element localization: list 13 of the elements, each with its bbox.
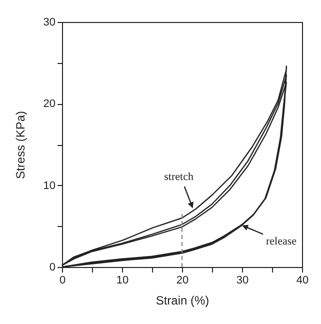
y-axis-title: Stress (KPa): [13, 110, 28, 180]
annotation: stretch: [164, 171, 194, 184]
x-tick-label: 0: [59, 274, 66, 286]
x-tick-label: 10: [116, 274, 129, 286]
y-tick-label: 30: [43, 16, 56, 28]
annotation: release: [266, 235, 297, 248]
y-tick-label: 20: [43, 98, 56, 110]
y-tick-label: 10: [43, 180, 56, 192]
x-tick-label: 30: [236, 274, 249, 286]
x-axis-title: Strain (%): [156, 294, 210, 308]
x-tick-label: 40: [296, 274, 309, 286]
y-tick-label: 0: [49, 262, 56, 274]
x-tick-label: 20: [176, 274, 189, 286]
